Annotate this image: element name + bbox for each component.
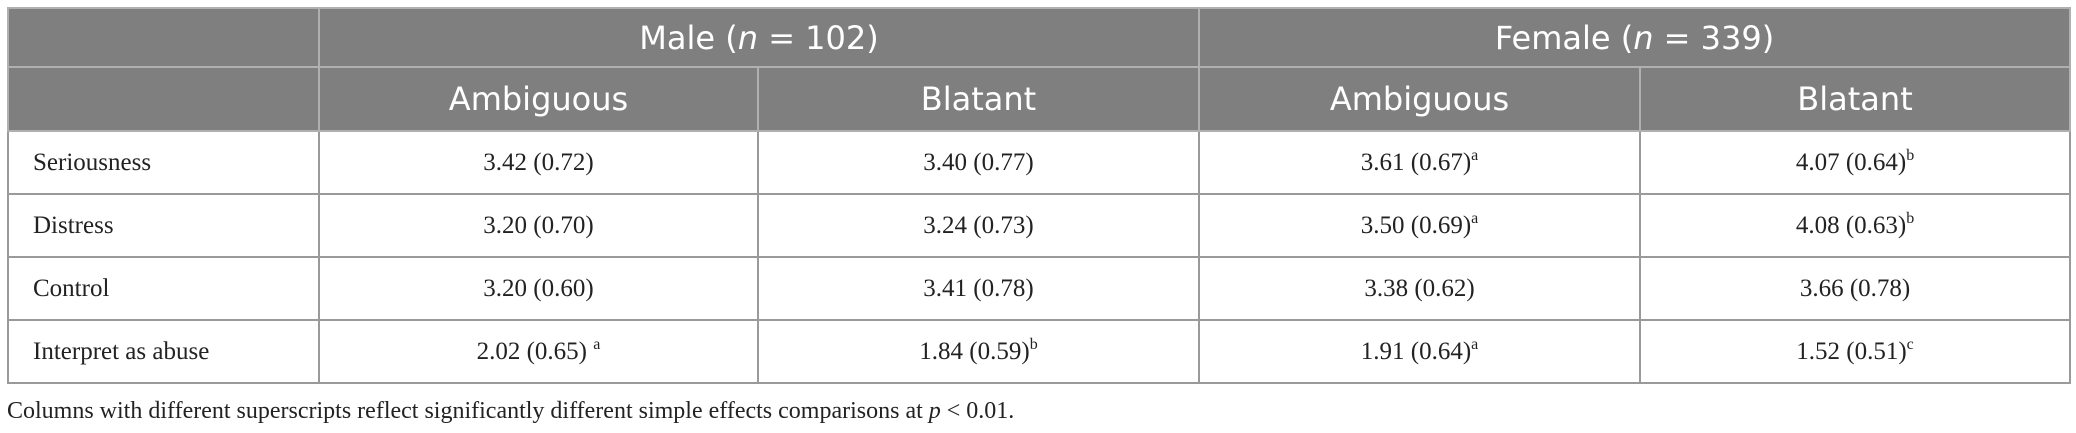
table-cell: 2.02 (0.65) a — [318, 319, 759, 384]
italic-text: n — [1633, 18, 1654, 57]
row-label: Control — [7, 256, 320, 321]
footnote: Columns with different superscripts refl… — [7, 398, 1014, 425]
superscript: b — [1029, 335, 1038, 353]
table-row: Interpret as abuse 2.02 (0.65) a 1.84 (0.5… — [7, 319, 2072, 384]
table-body: Seriousness 3.42 (0.72) 3.40 (0.77) 3.61 (0… — [7, 130, 2072, 384]
data-table: Male (n = 102) Female (n = 339) Ambiguous… — [7, 7, 2072, 384]
table-cell: 3.38 (0.62) — [1198, 256, 1642, 321]
cell-value: 3.42 (0.72) — [483, 148, 594, 176]
superscript: a — [593, 335, 601, 353]
table-cell: 3.40 (0.77) — [756, 130, 1201, 195]
cell-value: 3.24 (0.73) — [923, 211, 1034, 239]
table-cell: 3.20 (0.60) — [318, 256, 759, 321]
text: = 102) — [758, 18, 879, 57]
row-label: Distress — [7, 193, 320, 258]
table-cell: 3.66 (0.78) — [1639, 256, 2072, 321]
sub-header: Blatant — [756, 66, 1201, 132]
table-cell: 4.07 (0.64)b — [1639, 130, 2072, 195]
table-cell: 3.42 (0.72) — [318, 130, 759, 195]
text: Female ( — [1494, 18, 1634, 57]
sub-header-row: Ambiguous Blatant Ambiguous Blatant — [7, 66, 2072, 132]
italic-text: n — [737, 18, 759, 57]
corner-cell — [7, 66, 320, 132]
text: Male ( — [639, 18, 738, 57]
group-header: Female (n = 339) — [1198, 7, 2072, 68]
row-label: Interpret as abuse — [7, 319, 320, 384]
cell-value: 1.91 (0.64) — [1360, 337, 1472, 365]
group-header-row: Male (n = 102) Female (n = 339) — [7, 7, 2072, 68]
table-row: Seriousness 3.42 (0.72) 3.40 (0.77) 3.61 (0… — [7, 130, 2072, 195]
cell-value: 1.52 (0.51) — [1796, 337, 1907, 365]
cell-value: 3.20 (0.70) — [483, 211, 594, 239]
cell-value: 3.20 (0.60) — [483, 274, 594, 302]
sub-header: Blatant — [1639, 66, 2072, 132]
cell-value: 2.02 (0.65) — [476, 337, 594, 365]
text: < 0.01. — [940, 398, 1015, 424]
table-cell: 3.24 (0.73) — [756, 193, 1201, 258]
cell-value: 4.07 (0.64) — [1795, 148, 1907, 176]
cell-value: 3.66 (0.78) — [1799, 274, 1911, 302]
sub-header: Ambiguous — [1198, 66, 1642, 132]
table-cell: 1.84 (0.59)b — [756, 319, 1201, 384]
table-cell: 3.50 (0.69)a — [1198, 193, 1642, 258]
table-cell: 3.41 (0.78) — [756, 256, 1201, 321]
table-cell: 1.52 (0.51)c — [1639, 319, 2072, 384]
table-row: Control 3.20 (0.60) 3.41 (0.78) 3.38 (0.62)… — [7, 256, 2072, 321]
table-row: Distress 3.20 (0.70) 3.24 (0.73) 3.50 (0.69… — [7, 193, 2072, 258]
superscript: b — [1906, 209, 1915, 227]
text: = 339) — [1653, 18, 1775, 57]
cell-value: 3.38 (0.62) — [1364, 274, 1475, 302]
cell-value: 3.61 (0.67) — [1360, 148, 1472, 176]
superscript: a — [1471, 146, 1479, 164]
table-cell: 4.08 (0.63)b — [1639, 193, 2072, 258]
superscript: a — [1471, 335, 1479, 353]
table-cell: 3.61 (0.67)a — [1198, 130, 1642, 195]
superscript: a — [1471, 209, 1479, 227]
row-label: Seriousness — [7, 130, 320, 195]
sub-header: Ambiguous — [318, 66, 759, 132]
cell-value: 4.08 (0.63) — [1795, 211, 1907, 239]
cell-value: 3.50 (0.69) — [1360, 211, 1472, 239]
text: Columns with different superscripts refl… — [7, 398, 929, 424]
cell-value: 3.40 (0.77) — [923, 148, 1034, 176]
corner-cell — [7, 7, 320, 68]
group-header: Male (n = 102) — [317, 7, 1201, 68]
table-cell: 1.91 (0.64)a — [1198, 319, 1642, 384]
superscript: b — [1906, 146, 1915, 164]
table-cell: 3.20 (0.70) — [318, 193, 759, 258]
cell-value: 3.41 (0.78) — [923, 274, 1034, 302]
superscript: c — [1906, 335, 1914, 353]
cell-value: 1.84 (0.59) — [919, 337, 1030, 365]
italic-text: p — [928, 398, 941, 424]
